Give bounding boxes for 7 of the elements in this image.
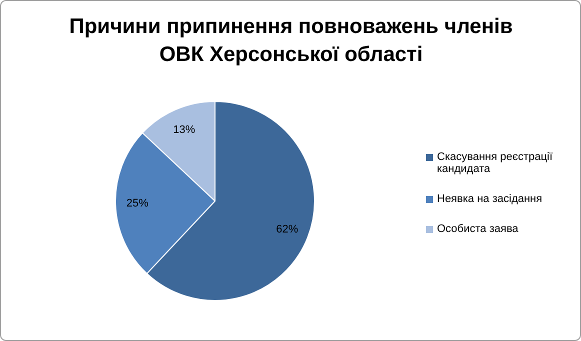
- legend-label: Неявка на засідання: [437, 193, 542, 205]
- data-label: 13%: [173, 124, 196, 136]
- legend-label: Особиста заява: [437, 223, 518, 235]
- data-label: 25%: [126, 197, 149, 210]
- legend-label: Скасування реєстрації кандидата: [437, 151, 554, 175]
- data-label: 62%: [276, 224, 298, 236]
- chart-title: Причини припинення повноважень членів ОВК Херсонської області: [68, 14, 514, 68]
